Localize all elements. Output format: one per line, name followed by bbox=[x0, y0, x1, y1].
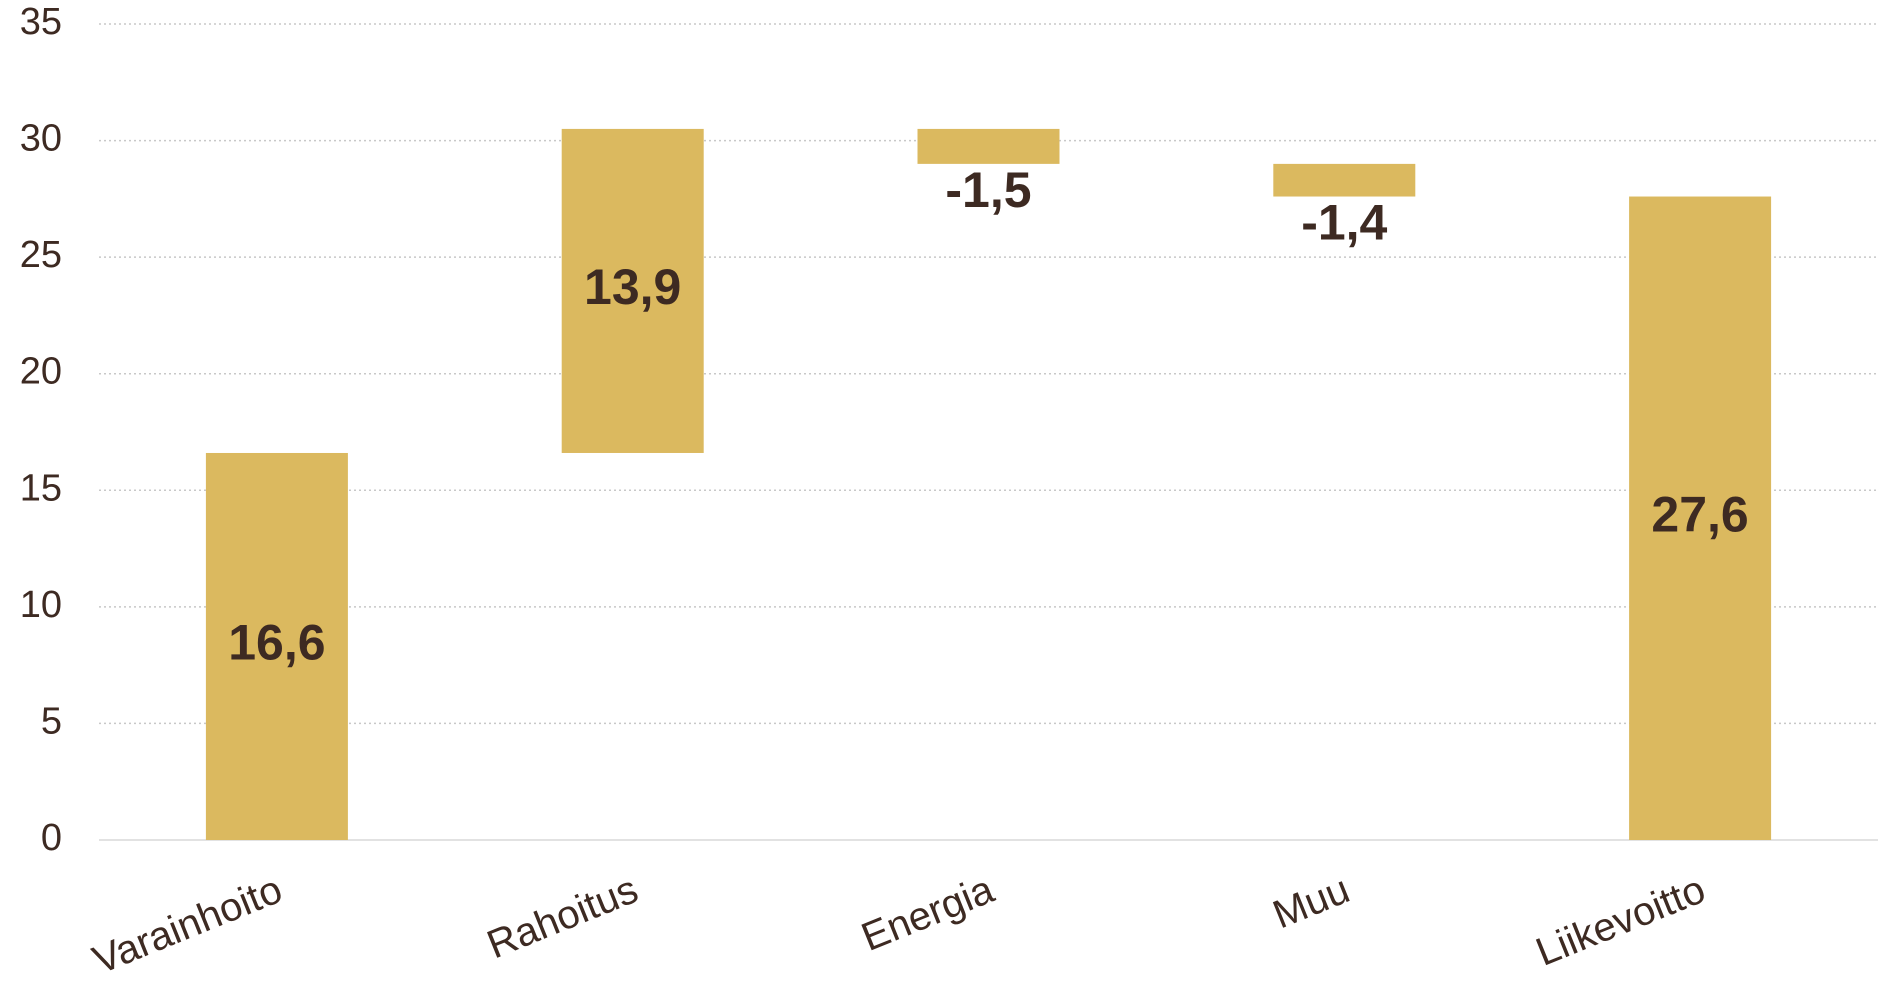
value-label: 13,9 bbox=[584, 259, 681, 315]
bar bbox=[205, 452, 348, 840]
y-tick-label: 30 bbox=[20, 118, 62, 160]
value-label: -1,5 bbox=[945, 162, 1031, 218]
bar bbox=[561, 128, 704, 453]
y-tick-label: 25 bbox=[20, 234, 62, 276]
bar bbox=[1629, 196, 1772, 841]
value-label: 27,6 bbox=[1651, 486, 1748, 542]
bar bbox=[917, 128, 1060, 164]
value-label: -1,4 bbox=[1301, 195, 1387, 251]
x-tick-label: Liikevoitto bbox=[1530, 867, 1711, 974]
y-tick-label: 15 bbox=[20, 467, 62, 509]
bar bbox=[1273, 163, 1416, 197]
y-tick-label: 10 bbox=[20, 584, 62, 626]
y-tick-label: 20 bbox=[20, 351, 62, 393]
y-tick-label: 0 bbox=[41, 817, 62, 859]
x-tick-label: Muu bbox=[1267, 867, 1356, 937]
y-tick-label: 5 bbox=[41, 700, 62, 742]
x-tick-label: Energia bbox=[856, 867, 1001, 960]
value-label: 16,6 bbox=[228, 615, 325, 671]
x-tick-label: Varainhoito bbox=[87, 867, 288, 982]
x-tick-label: Rahoitus bbox=[481, 867, 644, 967]
y-tick-label: 35 bbox=[20, 1, 62, 43]
